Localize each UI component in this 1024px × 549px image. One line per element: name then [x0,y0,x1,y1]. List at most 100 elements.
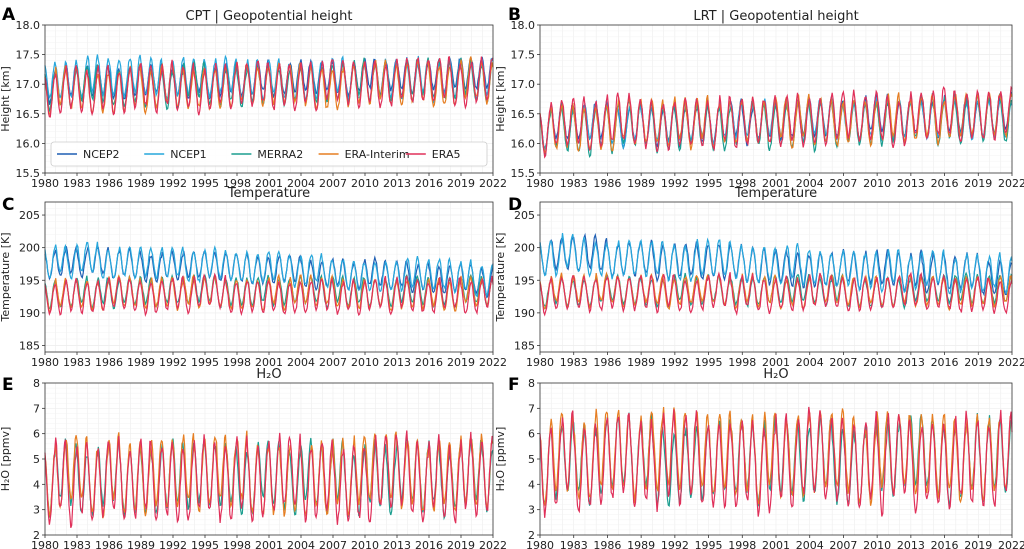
legend-label-era5: ERA5 [432,148,461,161]
x-tick-label: 2007 [829,356,857,369]
y-axis-label: Height [km] [0,66,12,132]
x-tick-label: 1995 [191,356,219,369]
x-tick-label: 2019 [447,356,475,369]
x-tick-label: 1992 [159,177,187,190]
x-tick-label: 1998 [728,356,756,369]
x-tick-label: 2010 [863,539,891,549]
y-tick-label: 195 [514,274,535,287]
x-tick-label: 2010 [863,177,891,190]
x-tick-label: 2019 [964,539,992,549]
x-tick-label: 2004 [287,356,315,369]
x-tick-label: 2013 [383,356,411,369]
panel-letter: F [508,375,520,395]
panel-B: 1980 1983 1986 1989 1992 1995 1998 2001 2004 2007… [494,5,1024,190]
y-tick-label: 18.0 [16,19,41,32]
y-tick-label: 190 [514,307,535,320]
grid [44,382,494,536]
x-tick-label: 1983 [63,539,91,549]
x-tick-label: 1980 [31,177,59,190]
y-tick-label: 6 [33,428,40,441]
x-tick-label: 2016 [415,539,443,549]
x-tick-label: 1980 [526,177,554,190]
x-tick-label: 2010 [351,356,379,369]
panel-letter: E [2,375,14,395]
x-tick-label: 2013 [897,356,925,369]
panel-title: H₂O [763,367,788,382]
y-axis-label: Temperature [K] [0,233,12,323]
y-tick-label: 185 [514,339,535,352]
series-line-era5 [44,272,494,318]
x-tick-label: 1983 [63,177,91,190]
x-tick-label: 2010 [351,177,379,190]
x-tick-label: 2001 [255,356,283,369]
x-tick-label: 2022 [998,539,1024,549]
y-tick-label: 15.5 [16,167,41,180]
y-tick-label: 3 [33,504,40,517]
y-tick-label: 5 [528,453,535,466]
y-tick-label: 15.5 [511,167,536,180]
x-tick-label: 1983 [560,539,588,549]
series-line-ncep1 [539,233,1013,295]
x-tick-label: 1995 [695,177,723,190]
x-tick-label: 1983 [560,356,588,369]
panel-letter: A [2,5,16,25]
x-tick-label: 1986 [95,177,123,190]
x-tick-label: 1992 [661,177,689,190]
series-line-era5 [539,85,1013,159]
x-tick-label: 1986 [95,356,123,369]
x-tick-label: 1983 [63,356,91,369]
x-tick-label: 2022 [479,356,507,369]
y-tick-label: 200 [514,242,535,255]
x-tick-label: 1992 [661,356,689,369]
x-tick-label: 1980 [526,356,554,369]
x-tick-label: 2013 [383,177,411,190]
y-tick-label: 3 [528,504,535,517]
x-tick-label: 1998 [728,539,756,549]
x-tick-label: 1995 [191,539,219,549]
y-tick-label: 2 [33,529,40,542]
series-line-ncep1 [44,241,494,298]
x-tick-label: 2004 [287,539,315,549]
x-tick-label: 1983 [560,177,588,190]
grid [44,201,494,353]
x-tick-label: 1998 [223,177,251,190]
y-tick-label: 185 [19,339,40,352]
x-tick-label: 1998 [728,177,756,190]
y-tick-label: 4 [33,478,40,491]
x-tick-label: 2016 [415,177,443,190]
x-tick-label: 2022 [998,177,1024,190]
y-axis-label: Temperature [K] [494,233,507,323]
x-tick-label: 2007 [829,539,857,549]
x-tick-label: 2010 [351,539,379,549]
series-line-ncep1 [44,54,494,104]
y-axis-label: H₂O [ppmv] [494,427,507,492]
x-tick-label: 2010 [863,356,891,369]
y-axis-label: H₂O [ppmv] [0,427,12,492]
x-tick-label: 1998 [223,356,251,369]
x-tick-label: 2007 [319,177,347,190]
series-line-era5 [44,56,494,118]
y-axis-label: Height [km] [494,66,507,132]
y-tick-label: 7 [528,402,535,415]
legend-box [50,141,488,167]
x-tick-label: 2001 [255,539,283,549]
y-tick-label: 8 [528,377,535,390]
y-tick-label: 7 [33,402,40,415]
y-tick-label: 205 [19,209,40,222]
x-tick-label: 2007 [319,539,347,549]
panel-letter: C [2,195,14,215]
x-tick-label: 1989 [127,356,155,369]
y-tick-label: 5 [33,453,40,466]
y-tick-label: 17.0 [511,78,536,91]
x-tick-label: 2019 [447,539,475,549]
y-tick-label: 6 [528,428,535,441]
series-line-era5 [44,430,494,528]
panel-C: 1980 1983 1986 1989 1992 1995 1998 2001 2004 2007… [0,186,507,369]
x-tick-label: 2016 [415,356,443,369]
legend-label-ncep2: NCEP2 [83,148,120,161]
x-tick-label: 1989 [127,539,155,549]
x-tick-label: 2016 [931,356,959,369]
x-tick-label: 2022 [479,177,507,190]
x-tick-label: 2013 [897,539,925,549]
y-tick-label: 4 [528,478,535,491]
